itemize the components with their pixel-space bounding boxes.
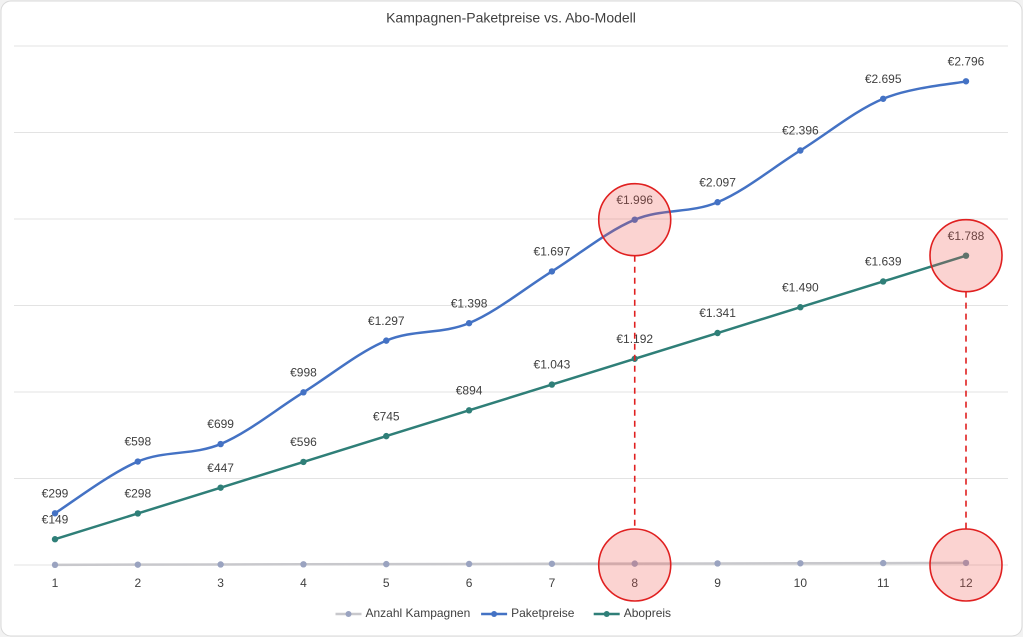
legend-marker	[491, 611, 498, 617]
series-line	[54, 561, 967, 567]
data-label: €1.697	[534, 245, 571, 259]
data-label: €1.043	[534, 358, 571, 372]
data-point	[631, 560, 638, 567]
x-tick-label: 1	[52, 576, 59, 590]
data-point	[217, 440, 224, 448]
data-point	[714, 560, 721, 567]
data-label: €2.097	[699, 175, 736, 189]
callout-circle	[597, 182, 672, 257]
series-line	[54, 254, 967, 541]
data-point	[714, 329, 721, 337]
series-line	[54, 80, 967, 515]
data-label: €1.996	[616, 193, 653, 207]
callout-circle	[929, 218, 1003, 293]
data-point	[51, 561, 59, 569]
data-label: €699	[207, 417, 234, 431]
data-point	[134, 458, 142, 465]
callout-circle	[929, 528, 1003, 602]
x-tick-label: 6	[466, 576, 473, 590]
data-point	[631, 216, 638, 223]
data-point	[797, 304, 804, 311]
legend-label: Anzahl Kampagnen	[366, 606, 471, 620]
data-point	[383, 432, 390, 440]
x-tick-label: 2	[134, 576, 141, 590]
data-point	[465, 407, 473, 414]
x-tick-label: 11	[877, 576, 890, 590]
data-label: €2.396	[782, 124, 819, 138]
data-point	[465, 560, 473, 568]
x-tick-label: 10	[794, 576, 808, 590]
data-label: €998	[290, 366, 317, 380]
data-label: €1.639	[865, 255, 902, 269]
data-label: €2.796	[948, 54, 985, 68]
data-point	[134, 510, 142, 517]
data-label: €1.341	[699, 306, 736, 320]
x-tick-label: 9	[714, 576, 721, 590]
data-point	[300, 561, 307, 568]
data-label: €894	[456, 384, 483, 398]
data-point	[797, 147, 804, 154]
data-label: €1.192	[616, 332, 653, 346]
data-point	[51, 510, 59, 517]
data-point	[879, 95, 887, 102]
data-point	[548, 560, 556, 567]
data-point	[879, 278, 887, 285]
data-point	[134, 561, 142, 568]
callout-circle	[597, 528, 672, 602]
legend-marker	[345, 611, 352, 617]
legend-label: Abopreis	[624, 606, 671, 620]
x-tick-label: 7	[549, 576, 556, 590]
chart-title: Kampagnen-Paketpreise vs. Abo-Modell	[386, 10, 636, 26]
data-label: €149	[42, 512, 69, 526]
data-point	[217, 484, 224, 491]
x-tick-label: 5	[383, 576, 390, 590]
data-point	[714, 199, 721, 206]
data-label: €447	[207, 461, 234, 475]
legend-marker	[603, 611, 610, 617]
x-tick-label: 3	[217, 576, 224, 590]
data-point	[383, 337, 390, 344]
data-point	[548, 381, 556, 388]
x-tick-label: 8	[631, 576, 638, 590]
data-label: €1.398	[451, 296, 488, 310]
data-label: €1.788	[948, 229, 985, 243]
data-point	[797, 560, 804, 567]
data-label: €1.490	[782, 280, 819, 294]
data-point	[962, 559, 970, 567]
data-label: €299	[42, 486, 69, 500]
data-label: €745	[373, 409, 400, 423]
x-tick-label: 4	[300, 576, 307, 590]
data-label: €298	[124, 487, 151, 501]
data-label: €2.695	[865, 72, 902, 86]
x-tick-label: 12	[959, 576, 973, 590]
data-label: €1.297	[368, 314, 405, 328]
data-point	[217, 561, 224, 568]
data-point	[465, 319, 473, 327]
data-point	[300, 389, 307, 396]
data-point	[300, 458, 307, 466]
data-label: €596	[290, 435, 317, 449]
data-point	[51, 536, 59, 543]
data-point	[383, 560, 390, 568]
data-point	[962, 78, 970, 85]
data-label: €598	[124, 435, 151, 449]
data-point	[962, 252, 970, 259]
data-point	[879, 559, 887, 567]
data-point	[548, 268, 556, 275]
legend-label: Paketpreise	[511, 606, 575, 620]
